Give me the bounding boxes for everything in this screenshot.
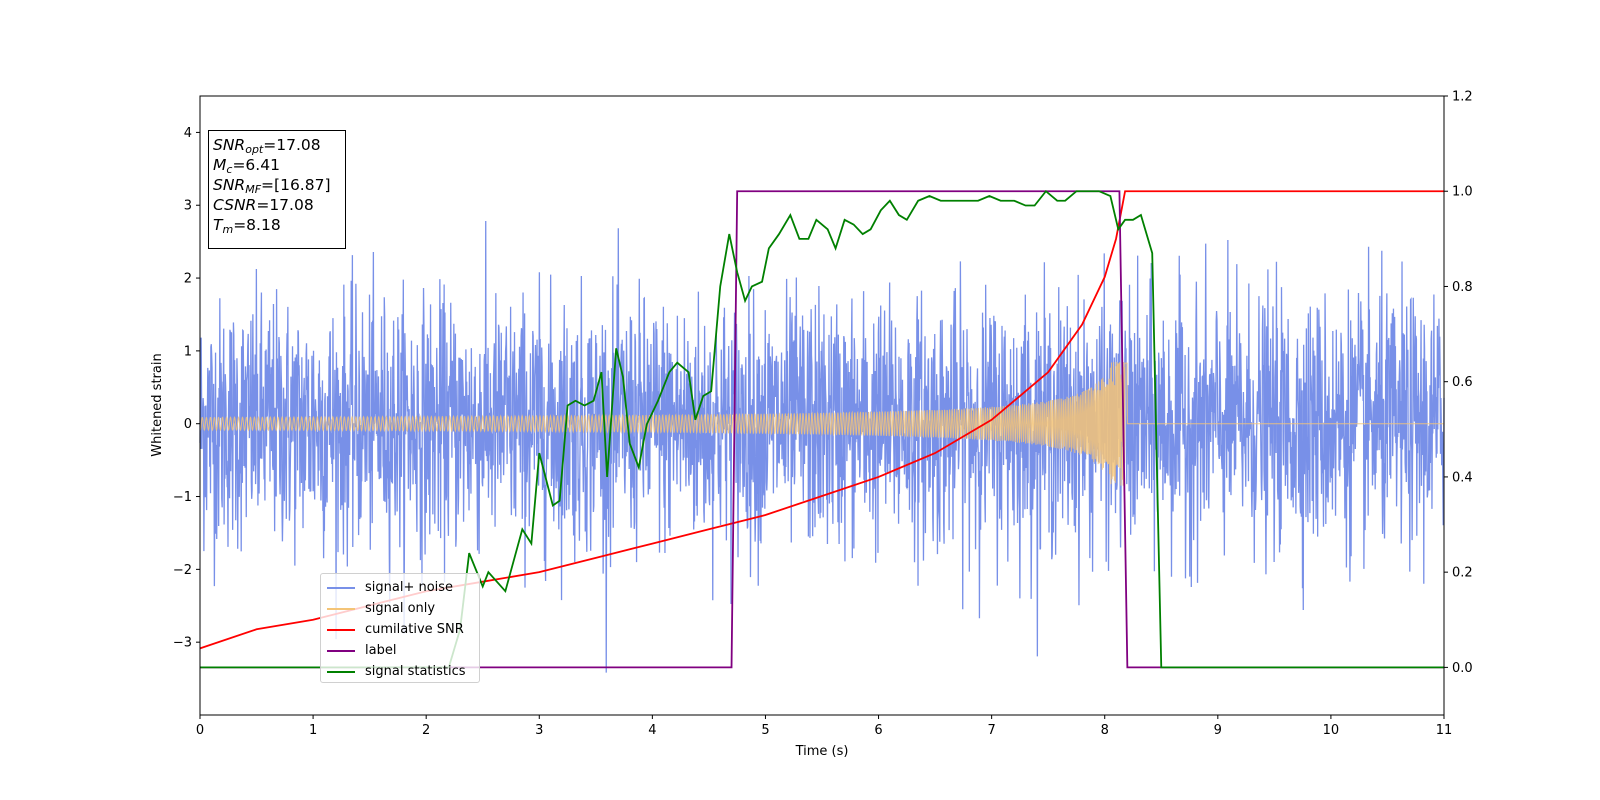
x-tick-label: 9 — [1214, 723, 1222, 738]
x-tick-label: 2 — [422, 723, 430, 738]
legend: signal+ noise signal only cumilative SNR… — [320, 573, 480, 683]
stats-annotation-box: SNRopt=17.08 Mc=6.41 SNRMF=[16.87] CSNR=… — [208, 130, 346, 249]
x-tick-label: 1 — [309, 723, 317, 738]
x-tick-label: 8 — [1101, 723, 1109, 738]
y-tick-label: −2 — [173, 563, 192, 578]
legend-swatch — [327, 628, 355, 631]
x-tick-label: 3 — [535, 723, 543, 738]
legend-label: label — [365, 643, 397, 658]
x-tick-label: 6 — [874, 723, 882, 738]
y-right-tick-label: 0.0 — [1452, 661, 1473, 676]
x-tick-label: 4 — [648, 723, 656, 738]
series-signal-statistics — [200, 189, 1444, 669]
legend-label: signal only — [365, 601, 436, 616]
plot-frame — [199, 95, 1445, 716]
y-tick-label: 1 — [184, 344, 192, 359]
csnr-line: CSNR=17.08 — [213, 196, 314, 214]
y-right-tick-label: 1.0 — [1452, 185, 1473, 200]
legend-swatch — [327, 649, 355, 652]
y-right-tick-label: 0.6 — [1452, 375, 1473, 390]
snr-opt-line: SNRopt=17.08 — [213, 136, 321, 156]
legend-item-label: label — [327, 640, 473, 661]
x-tick-label: 5 — [761, 723, 769, 738]
legend-label: cumilative SNR — [365, 622, 464, 637]
snr-mf-line: SNRMF=[16.87] — [213, 176, 331, 196]
x-tick-label: 10 — [1323, 723, 1340, 738]
y-tick-label: 2 — [184, 272, 192, 287]
mc-line: Mc=6.41 — [213, 156, 280, 176]
y-tick-label: 3 — [184, 199, 192, 214]
legend-swatch — [327, 670, 355, 673]
x-tick-label: 0 — [196, 723, 204, 738]
x-axis: 0 1 2 3 4 5 6 7 8 9 10 11 — [196, 715, 1452, 738]
legend-label: signal statistics — [365, 664, 466, 679]
y-tick-label: −3 — [173, 636, 192, 651]
y-right-tick-label: 1.2 — [1452, 90, 1473, 105]
y-tick-label: −1 — [173, 490, 192, 505]
legend-swatch — [327, 586, 355, 589]
legend-item-signal-noise: signal+ noise — [327, 577, 473, 598]
x-tick-label: 11 — [1436, 723, 1453, 738]
legend-item-signal-only: signal only — [327, 598, 473, 619]
series-signal-noise — [199, 220, 1445, 673]
y-right-tick-label: 0.8 — [1452, 280, 1473, 295]
legend-label: signal+ noise — [365, 580, 454, 595]
series-signal-only — [199, 361, 1444, 486]
y-axis-label: Whitened strain — [150, 353, 165, 456]
legend-item-signal-statistics: signal statistics — [327, 661, 473, 682]
y-tick-label: 4 — [184, 126, 192, 141]
y-right-tick-label: 0.4 — [1452, 470, 1473, 485]
y-axis-left: −3 −2 −1 0 1 2 3 4 — [173, 126, 200, 651]
x-tick-label: 7 — [987, 723, 995, 738]
legend-item-cumulative-snr: cumilative SNR — [327, 619, 473, 640]
tm-line: Tm=8.18 — [213, 216, 281, 236]
y-axis-right: 0.0 0.2 0.4 0.6 0.8 1.0 1.2 — [1444, 90, 1473, 676]
y-tick-label: 0 — [184, 417, 192, 432]
legend-swatch — [327, 607, 355, 610]
x-axis-label: Time (s) — [795, 744, 849, 759]
y-right-tick-label: 0.2 — [1452, 566, 1473, 581]
